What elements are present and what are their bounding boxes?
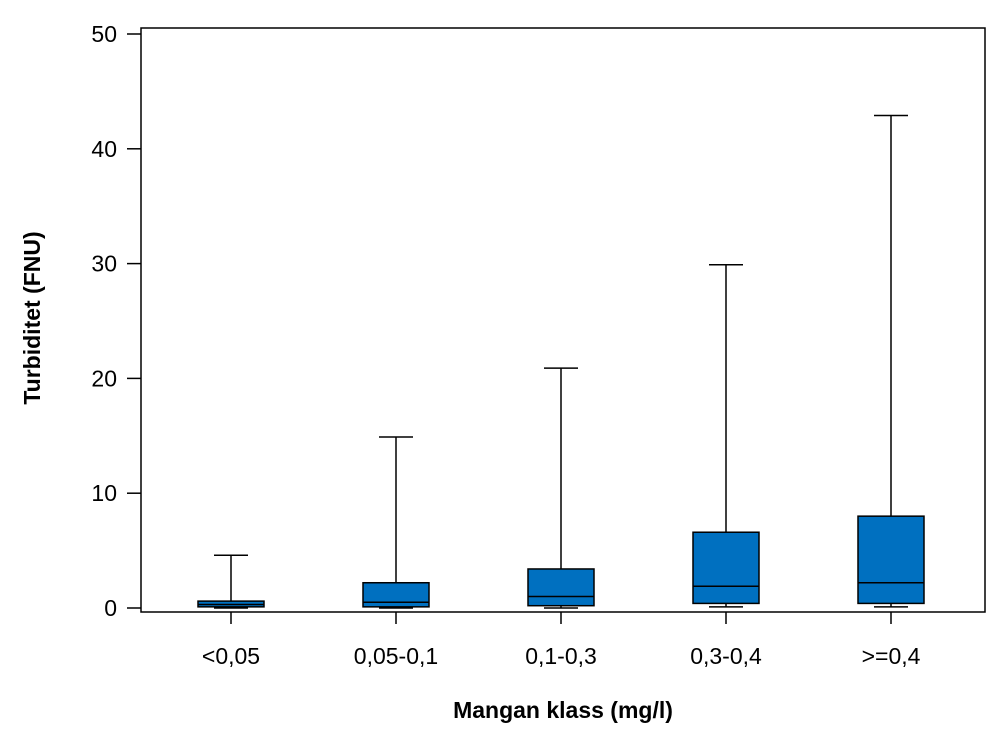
x-tick-label: 0,05-0,1 bbox=[354, 643, 438, 669]
iqr-box bbox=[857, 515, 925, 605]
x-axis-ticks: <0,05 0,05-0,1 0,1-0,3 0,3-0,4 >=0,4 bbox=[202, 612, 921, 669]
y-tick-label: 40 bbox=[91, 136, 117, 162]
y-tick-label: 30 bbox=[91, 251, 117, 277]
box-group bbox=[527, 367, 595, 609]
box-group bbox=[197, 554, 265, 609]
y-axis-ticks: 0 10 20 30 40 50 bbox=[91, 21, 141, 621]
box-group bbox=[362, 436, 430, 609]
y-tick-label: 50 bbox=[91, 21, 117, 47]
y-tick-label: 0 bbox=[104, 595, 117, 621]
x-tick-label: <0,05 bbox=[202, 643, 260, 669]
x-tick-label: 0,3-0,4 bbox=[690, 643, 762, 669]
box-group bbox=[857, 114, 925, 608]
box-group bbox=[692, 263, 760, 608]
iqr-box bbox=[692, 531, 760, 605]
x-axis-title: Mangan klass (mg/l) bbox=[453, 697, 673, 723]
x-tick-label: >=0,4 bbox=[862, 643, 921, 669]
y-tick-label: 20 bbox=[91, 365, 117, 391]
y-axis-title: Turbiditet (FNU) bbox=[19, 231, 45, 404]
box-series bbox=[197, 114, 925, 609]
iqr-box bbox=[527, 568, 595, 607]
x-tick-label: 0,1-0,3 bbox=[525, 643, 597, 669]
y-tick-label: 10 bbox=[91, 480, 117, 506]
plot-frame bbox=[140, 27, 986, 613]
iqr-box bbox=[362, 581, 430, 608]
